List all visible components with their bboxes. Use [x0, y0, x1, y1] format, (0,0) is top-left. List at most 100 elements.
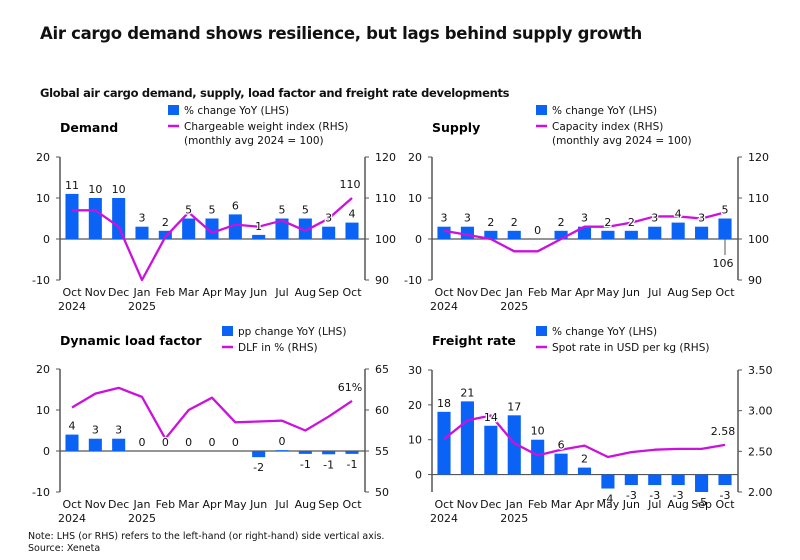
- legend: pp change YoY (LHS) DLF in % (RHS): [222, 326, 346, 354]
- bar-data-label: -2: [253, 461, 264, 474]
- bar-data-label: -1: [323, 458, 334, 471]
- bar-data-label: 5: [279, 204, 286, 217]
- bar-data-label: 2: [628, 216, 635, 229]
- bar-data-label: 10: [531, 425, 545, 438]
- bar: [437, 411, 451, 475]
- bar: [554, 230, 568, 239]
- legend-bar-label: % change YoY (LHS): [184, 105, 289, 117]
- legend-line-label: DLF in % (RHS): [238, 342, 318, 354]
- category-label: May: [224, 286, 247, 299]
- bar-data-label: -3: [673, 489, 684, 502]
- page-title: Air cargo demand shows resilience, but l…: [40, 24, 642, 43]
- bar: [695, 474, 709, 492]
- bar: [671, 474, 685, 486]
- bar-data-label: 2: [511, 216, 518, 229]
- bar: [182, 218, 196, 239]
- bar: [112, 198, 126, 239]
- legend-bar-swatch: [168, 105, 179, 115]
- bar-data-label: 0: [534, 224, 541, 237]
- category-label: Dec: [108, 286, 129, 299]
- bar-data-label: -1: [347, 458, 358, 471]
- left-tick-label: 20: [36, 151, 50, 164]
- bar-data-label: 2: [487, 216, 494, 229]
- category-label: Mar: [551, 498, 572, 511]
- panel-supply: Supply % change YoY (LHS) Capacity index (…: [404, 105, 769, 313]
- series-line: [443, 414, 726, 459]
- bar-data-label: 1: [255, 220, 262, 233]
- bar-data-label: 2: [162, 216, 169, 229]
- bar: [601, 474, 615, 489]
- right-tick-label: 2.50: [748, 445, 773, 458]
- bar: [88, 198, 102, 239]
- bar-data-label: 3: [651, 212, 658, 225]
- category-label: Feb: [528, 286, 547, 299]
- bar-data-label: 4: [675, 208, 682, 221]
- legend-bar-swatch: [222, 326, 233, 336]
- category-label: May: [597, 286, 620, 299]
- bar-data-label: 14: [484, 411, 498, 424]
- bar-data-label: -1: [300, 458, 311, 471]
- left-tick-label: 0: [43, 233, 50, 246]
- bar: [65, 193, 79, 239]
- bar-data-label: 0: [209, 436, 216, 449]
- bar: [298, 218, 312, 239]
- bar-data-label: 3: [441, 212, 448, 225]
- legend-line-label: Chargeable weight index (RHS) (monthly av…: [184, 121, 348, 147]
- bar-data-label: -3: [649, 489, 660, 502]
- category-label: Dec: [480, 286, 501, 299]
- panel-demand: Demand % change YoY (LHS) Chargeable weigh…: [32, 105, 396, 313]
- right-tick-label: 110: [748, 192, 769, 205]
- category-label: Jun: [622, 498, 640, 511]
- category-label: Feb: [156, 498, 175, 511]
- bar-data-label: 5: [185, 204, 192, 217]
- right-tick-label: 50: [375, 486, 389, 499]
- bar-data-label: 18: [437, 397, 451, 410]
- bar-data-label: 6: [558, 439, 565, 452]
- legend-bar-label: % change YoY (LHS): [552, 326, 657, 338]
- left-tick-label: 20: [36, 363, 50, 376]
- bar: [158, 230, 172, 239]
- left-tick-label: 10: [36, 192, 50, 205]
- left-tick-label: 0: [43, 445, 50, 458]
- category-label: Feb: [156, 286, 175, 299]
- right-tick-label: 100: [375, 233, 396, 246]
- category-label: Jul: [647, 286, 661, 299]
- bar-data-label: 3: [325, 212, 332, 225]
- category-label: Sep: [318, 498, 339, 511]
- left-tick-label: 10: [36, 404, 50, 417]
- bar: [554, 453, 568, 475]
- bar: [695, 226, 709, 239]
- bar: [624, 474, 638, 486]
- bar-data-label: 2: [558, 216, 565, 229]
- bar-data-label: 5: [722, 204, 729, 217]
- panel-title: Freight rate: [432, 333, 516, 348]
- bar-data-label: -4: [602, 493, 613, 506]
- legend: % change YoY (LHS) Capacity index (RHS) (m…: [536, 105, 692, 147]
- category-label: Oct 2024: [58, 286, 86, 313]
- category-label: Sep: [691, 498, 712, 511]
- bar-data-label: 17: [507, 400, 521, 413]
- bar: [648, 474, 662, 486]
- category-label: Aug: [667, 286, 688, 299]
- category-label: Sep: [691, 286, 712, 299]
- bar-data-label: 3: [139, 212, 146, 225]
- category-label: Jul: [274, 286, 288, 299]
- series-line: [71, 386, 353, 440]
- left-tick-label: 10: [408, 434, 422, 447]
- bar-data-label: 10: [112, 183, 126, 196]
- panel-title: Supply: [432, 120, 480, 135]
- bar: [437, 226, 451, 239]
- bar-data-label: 3: [115, 424, 122, 437]
- series-line: [443, 211, 726, 253]
- bar: [601, 230, 615, 239]
- bar-data-label: 11: [65, 179, 79, 192]
- category-label: Jan 2025: [128, 498, 156, 525]
- category-label: Apr: [575, 498, 595, 511]
- bar: [507, 415, 521, 475]
- legend-line-label: Spot rate in USD per kg (RHS): [552, 342, 709, 354]
- category-label: Oct 2024: [430, 498, 458, 525]
- category-label: Oct 2024: [430, 286, 458, 313]
- category-label: Nov: [85, 286, 107, 299]
- line-end-label: 61%: [338, 381, 362, 394]
- right-tick-label: 60: [375, 404, 389, 417]
